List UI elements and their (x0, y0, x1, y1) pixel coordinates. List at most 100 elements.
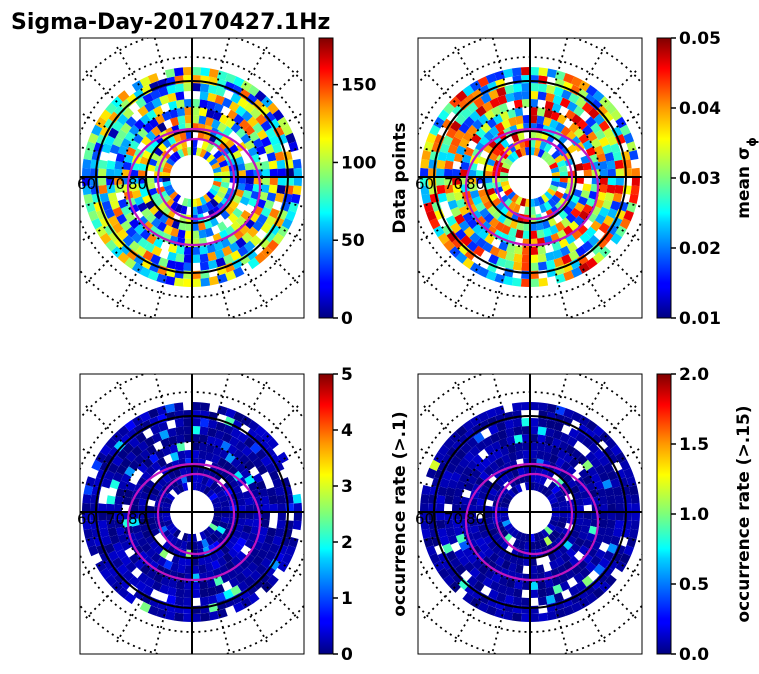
heatmap-cell (486, 117, 497, 129)
heatmap-cell (236, 163, 246, 171)
heatmap-cell (141, 207, 152, 219)
heatmap-cell (158, 257, 169, 268)
heatmap-cell (208, 610, 219, 621)
heatmap-cell (442, 135, 453, 146)
heatmap-cell (169, 478, 179, 488)
meridian-line (153, 38, 167, 81)
heatmap-cell (221, 432, 233, 444)
heatmap-cell (530, 67, 540, 76)
heatmap-cell (563, 73, 575, 84)
heatmap-cell (221, 245, 233, 257)
heatmap-cell (537, 245, 547, 255)
heatmap-cell (500, 166, 510, 174)
heatmap-cell (128, 437, 141, 449)
heatmap-cell (484, 233, 495, 245)
heatmap-cell (520, 402, 530, 411)
heatmap-cell (500, 512, 509, 518)
heatmap-cell (142, 92, 154, 104)
heatmap-cell (631, 167, 640, 177)
heatmap-cell (151, 97, 163, 109)
heatmap-cell (570, 542, 581, 554)
heatmap-cell (99, 109, 112, 122)
heatmap-cell (504, 84, 515, 95)
meridian-line (454, 263, 481, 308)
heatmap-cell (501, 119, 511, 130)
heatmap-cell (244, 183, 254, 192)
heatmap-cell (150, 254, 161, 265)
heatmap-cell (163, 224, 173, 235)
heatmap-cell (105, 574, 117, 587)
heatmap-cell (213, 177, 222, 183)
heatmap-cell (261, 503, 271, 512)
heatmap-cell (553, 421, 564, 432)
heatmap-cell (138, 183, 148, 191)
heatmap-cell (466, 124, 478, 136)
heatmap-cell (195, 482, 203, 492)
heatmap-cell (180, 540, 188, 550)
heatmap-cell (455, 145, 467, 156)
heatmap-cell (172, 528, 181, 538)
heatmap-cell (530, 139, 536, 148)
meridian-line (492, 374, 505, 416)
heatmap-cell (585, 84, 598, 97)
heatmap-cell (97, 177, 107, 186)
heatmap-cell (615, 560, 627, 573)
heatmap-cell (120, 138, 132, 149)
heatmap-cell (530, 450, 538, 459)
heatmap-cell (192, 589, 201, 599)
heatmap-cell (575, 177, 584, 184)
heatmap-cell (169, 526, 178, 535)
colorbar-tick-label: 0.03 (679, 169, 721, 189)
heatmap-cell (145, 212, 157, 224)
heatmap-cell (212, 445, 223, 457)
heatmap-cell (462, 419, 475, 432)
heatmap-cell (264, 111, 276, 124)
heatmap-cell (598, 519, 608, 529)
heatmap-cell (180, 205, 188, 215)
heatmap-cell (437, 444, 450, 457)
heatmap-cell (592, 587, 605, 599)
heatmap-cell (582, 183, 592, 192)
latitude-label: 80 (466, 510, 485, 528)
heatmap-cell (105, 512, 115, 521)
heatmap-cell (258, 439, 271, 452)
heatmap-cell (445, 192, 456, 202)
heatmap-cell (541, 151, 550, 161)
heatmap-cell (82, 158, 92, 169)
heatmap-cell (505, 586, 515, 597)
heatmap-cell (524, 147, 530, 156)
heatmap-cell (530, 589, 539, 599)
heatmap-cell (228, 241, 240, 253)
heatmap-cell (293, 177, 302, 187)
heatmap-cell (268, 160, 278, 170)
heatmap-cell (269, 503, 279, 512)
heatmap-cell (205, 536, 215, 546)
heatmap-cell (125, 561, 137, 573)
heatmap-cell (510, 151, 519, 161)
heatmap-cell (537, 253, 547, 263)
heatmap-cell (209, 481, 219, 491)
heatmap-cell (201, 140, 210, 151)
heatmap-cell (185, 131, 192, 140)
heatmap-cell (112, 541, 124, 553)
heatmap-cell (163, 519, 173, 527)
polar-grid (80, 38, 304, 318)
heatmap-cell (83, 150, 94, 161)
colorbar-tick-label: 0.04 (679, 99, 721, 119)
heatmap-cell (451, 177, 461, 186)
heatmap-cell (225, 408, 237, 419)
heatmap-cell (228, 576, 240, 588)
heatmap-cell (145, 547, 157, 559)
heatmap-cell (623, 132, 634, 144)
heatmap-cell (503, 610, 514, 621)
heatmap-cell (485, 408, 497, 419)
heatmap-cell (537, 531, 545, 541)
heatmap-cell (243, 240, 256, 252)
heatmap-cell (244, 497, 254, 506)
heatmap-cell (115, 487, 126, 498)
heatmap-cell (260, 160, 270, 170)
meridian-line (217, 38, 231, 81)
heatmap-cell (232, 542, 243, 554)
heatmap-cell (128, 240, 141, 252)
